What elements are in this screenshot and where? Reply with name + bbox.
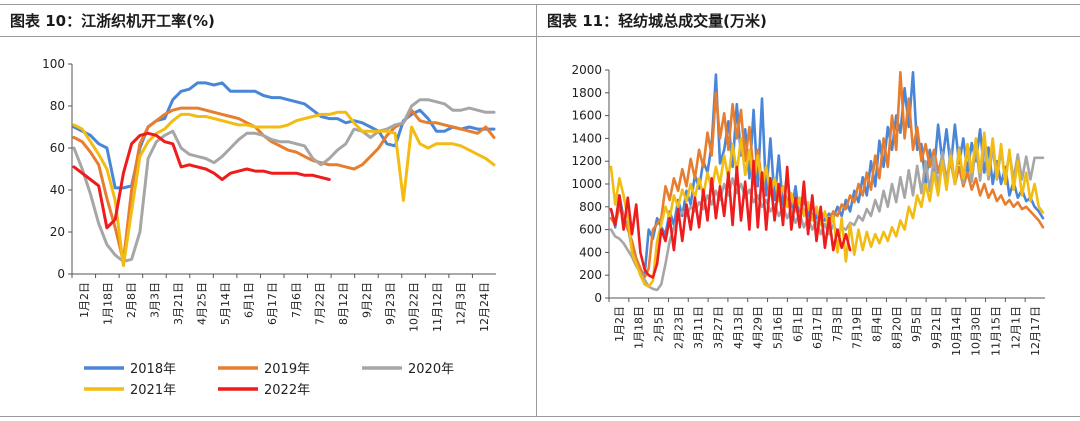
x-tick-label: 9月21日 xyxy=(930,306,943,349)
x-tick-label: 12月24日 xyxy=(478,282,491,332)
x-tick-label: 1月18日 xyxy=(633,306,646,349)
x-tick-label: 5月16日 xyxy=(771,306,784,349)
chart-panel-trading-volume: 图表 11：轻纺城总成交量(万米) 0 200 400 600 800 1000 1200 1… xyxy=(537,0,1080,421)
y-tick-label: 400 xyxy=(579,245,602,259)
y-tick-label: 1400 xyxy=(571,131,602,145)
x-tick-label: 9月23日 xyxy=(384,282,397,325)
title-rule xyxy=(0,36,1080,37)
x-tick-label: 10月30日 xyxy=(970,306,983,356)
x-tick-label: 4月13日 xyxy=(732,306,745,349)
legend-label: 2019年 xyxy=(264,362,310,377)
x-tick-label: 8月20日 xyxy=(890,306,903,349)
legend-label: 2021年 xyxy=(130,383,176,398)
series-line-3 xyxy=(609,131,1045,288)
x-tick-label: 11月15日 xyxy=(989,306,1002,356)
x-tick-label: 3月11日 xyxy=(692,306,705,349)
legend-label: 2018年 xyxy=(130,362,176,377)
x-tick-label: 10月22日 xyxy=(408,282,421,332)
x-tick-label: 7月19日 xyxy=(851,306,864,349)
legend-label: 2022年 xyxy=(264,383,310,398)
legend-label: 2020年 xyxy=(408,362,454,377)
y-tick-label: 1800 xyxy=(571,86,602,100)
x-tick-label: 1月2日 xyxy=(613,306,626,342)
trading-volume-chart: 0 200 400 600 800 1000 1200 1400 1600 1800 2000 1月2… xyxy=(571,63,1045,356)
y-tick-label: 1200 xyxy=(571,154,602,168)
series-line-2020 xyxy=(72,98,496,263)
y-tick-label: 60 xyxy=(50,141,65,155)
x-tick-label: 11月12日 xyxy=(431,282,444,332)
x-tick-label: 2月23日 xyxy=(672,306,685,349)
x-tick-label: 5月14日 xyxy=(219,282,232,325)
x-tick-label: 12月1日 xyxy=(1009,306,1022,349)
x-tick-label: 3月27日 xyxy=(712,306,725,349)
x-tick-label: 3月3日 xyxy=(148,282,161,318)
x-tick-label: 6月1日 xyxy=(243,282,256,318)
x-tick-label: 12月17日 xyxy=(1029,306,1042,356)
series-line-2021 xyxy=(72,110,496,268)
x-tick-label: 7月22日 xyxy=(313,282,326,325)
series-line-4 xyxy=(609,159,852,279)
x-tick-label: 7月6日 xyxy=(290,282,303,318)
series-line-2022 xyxy=(72,131,331,230)
x-tick-label: 6月17日 xyxy=(811,306,824,349)
y-tick-label: 20 xyxy=(50,225,65,239)
y-tick-label: 600 xyxy=(579,223,602,237)
bottom-rule xyxy=(0,416,1080,417)
chart-title: 图表 11：轻纺城总成交量(万米) xyxy=(547,12,767,30)
chart-panel-loom-rate: 图表 10：江浙织机开工率(%) 0 20 40 60 80 100 1月2日 1月18日 2月… xyxy=(0,0,536,421)
y-tick-label: 1600 xyxy=(571,109,602,123)
y-tick-label: 0 xyxy=(57,267,65,281)
y-tick-label: 0 xyxy=(594,291,602,305)
x-tick-label: 9月5日 xyxy=(910,306,923,342)
x-tick-label: 1月18日 xyxy=(101,282,114,325)
chart-title: 图表 10：江浙织机开工率(%) xyxy=(10,12,215,30)
y-tick-label: 80 xyxy=(50,99,65,113)
y-tick-label: 40 xyxy=(50,183,65,197)
y-tick-label: 200 xyxy=(579,268,602,282)
panel-divider xyxy=(536,4,537,417)
x-tick-label: 8月4日 xyxy=(871,306,884,342)
x-tick-label: 2月5日 xyxy=(653,306,666,342)
y-tick-label: 1000 xyxy=(571,177,602,191)
y-tick-label: 100 xyxy=(42,57,65,71)
x-tick-label: 6月17日 xyxy=(266,282,279,325)
x-tick-label: 4月29日 xyxy=(752,306,765,349)
y-tick-label: 2000 xyxy=(571,63,602,77)
x-tick-label: 8月12日 xyxy=(337,282,350,325)
x-tick-label: 10月14日 xyxy=(950,306,963,356)
x-tick-label: 12月3日 xyxy=(455,282,468,325)
x-tick-label: 9月2日 xyxy=(360,282,373,318)
loom-rate-chart: 0 20 40 60 80 100 1月2日 1月18日 2月8日 3月3日 3月21日 4月25日 5… xyxy=(42,57,496,398)
x-tick-label: 7月3日 xyxy=(831,306,844,342)
x-tick-label: 1月2日 xyxy=(78,282,91,318)
x-tick-label: 4月25日 xyxy=(196,282,209,325)
x-tick-label: 6月1日 xyxy=(791,306,804,342)
y-tick-label: 800 xyxy=(579,200,602,214)
x-tick-label: 2月8日 xyxy=(125,282,138,318)
top-rule xyxy=(0,4,1080,5)
x-tick-label: 3月21日 xyxy=(172,282,185,325)
